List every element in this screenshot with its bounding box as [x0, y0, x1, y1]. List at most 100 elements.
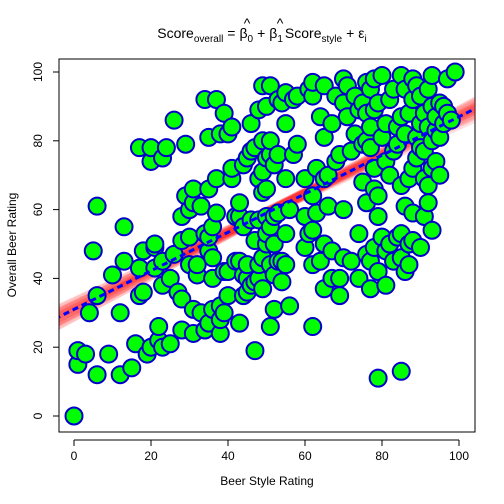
data-point	[341, 251, 361, 271]
title-beta1: β	[269, 25, 277, 41]
data-point	[133, 282, 153, 302]
data-point	[391, 361, 411, 381]
title-beta0: β	[239, 25, 247, 41]
y-tick-label: 40	[31, 271, 45, 285]
data-point	[122, 358, 142, 378]
data-point	[103, 265, 122, 285]
data-point	[334, 200, 353, 220]
data-point	[411, 237, 430, 257]
data-point	[276, 255, 296, 275]
data-point	[276, 169, 296, 189]
chart-title: Scoreoverall = β0 + β1 Scorestyle + εi	[157, 25, 366, 45]
x-tick-label: 0	[71, 449, 78, 463]
data-point	[368, 368, 388, 388]
data-point	[368, 206, 388, 226]
x-tick-label: 100	[449, 449, 469, 463]
title-rhs-sub: style	[322, 34, 343, 45]
data-point	[214, 303, 234, 323]
data-point	[180, 227, 199, 247]
x-axis-label: Beer Style Rating	[220, 474, 313, 488]
title-epsilon: ε	[358, 25, 364, 41]
regression-line	[59, 107, 475, 319]
data-point	[87, 196, 107, 216]
y-tick-label: 60	[31, 203, 45, 217]
data-point	[114, 251, 134, 271]
data-point	[245, 341, 265, 361]
hat-beta1-icon: ^	[277, 15, 284, 31]
y-tick-label: 0	[31, 412, 45, 419]
hat-beta0-icon: ^	[244, 15, 251, 31]
data-point	[349, 224, 369, 244]
data-point	[64, 406, 84, 426]
data-point	[253, 279, 273, 299]
x-tick-label: 60	[298, 449, 312, 463]
data-point	[445, 62, 465, 82]
data-point	[99, 344, 119, 364]
data-point	[264, 299, 284, 319]
data-point	[160, 334, 180, 354]
title-epsilon-sub: i	[365, 34, 367, 45]
data-point	[156, 138, 176, 158]
data-point	[399, 255, 419, 275]
title-lhs-sub: overall	[194, 34, 223, 45]
data-point	[257, 179, 276, 199]
data-points	[64, 62, 465, 426]
x-tick-label: 40	[221, 449, 235, 463]
data-point	[206, 203, 226, 223]
title-lhs: Score	[157, 25, 194, 41]
data-point	[330, 268, 350, 288]
title-plus-1: +	[257, 25, 265, 41]
data-point	[303, 317, 323, 337]
data-point	[110, 303, 130, 323]
data-point	[418, 193, 438, 213]
data-point	[303, 220, 323, 240]
data-point	[276, 114, 296, 134]
data-point	[149, 317, 169, 337]
title-beta1-sub: 1	[277, 34, 283, 45]
data-point	[368, 186, 388, 206]
data-point	[303, 186, 323, 206]
y-tick-label: 20	[31, 340, 45, 354]
regression-line-group	[59, 107, 475, 319]
title-beta0-sub: 0	[248, 34, 254, 45]
data-point	[280, 296, 300, 316]
data-point	[287, 134, 307, 154]
title-plus-2: +	[346, 25, 354, 41]
data-point	[360, 279, 380, 299]
x-tick-label: 80	[375, 449, 389, 463]
data-point	[230, 313, 250, 333]
data-point	[422, 220, 442, 240]
data-point	[330, 286, 350, 306]
data-point	[114, 217, 134, 237]
y-tick-label: 100	[31, 62, 45, 82]
data-point	[83, 241, 103, 261]
data-point	[191, 196, 211, 216]
data-point	[322, 114, 342, 134]
y-axis-label: Overall Beer Rating	[5, 193, 19, 298]
title-equals: =	[227, 25, 235, 41]
y-tick-label: 80	[31, 134, 45, 148]
data-point	[176, 134, 196, 154]
y-axis: 0 20 40 60 80 100	[31, 62, 60, 419]
data-point	[376, 275, 396, 295]
data-point	[87, 365, 107, 385]
data-point	[318, 196, 338, 216]
title-rhs: Score	[285, 25, 322, 41]
data-point	[260, 317, 280, 337]
x-tick-label: 20	[144, 449, 158, 463]
data-point	[76, 344, 96, 364]
data-point	[430, 165, 450, 185]
data-point	[164, 110, 184, 130]
data-point	[276, 224, 296, 244]
data-point	[79, 303, 99, 323]
data-point	[187, 255, 207, 275]
data-point	[272, 272, 292, 292]
x-axis: 0 20 40 60 80 100	[71, 439, 469, 463]
data-point	[372, 65, 392, 85]
data-point	[222, 117, 242, 137]
data-point	[203, 248, 223, 268]
data-point	[422, 65, 442, 85]
data-point	[145, 234, 165, 254]
data-point	[230, 193, 250, 213]
